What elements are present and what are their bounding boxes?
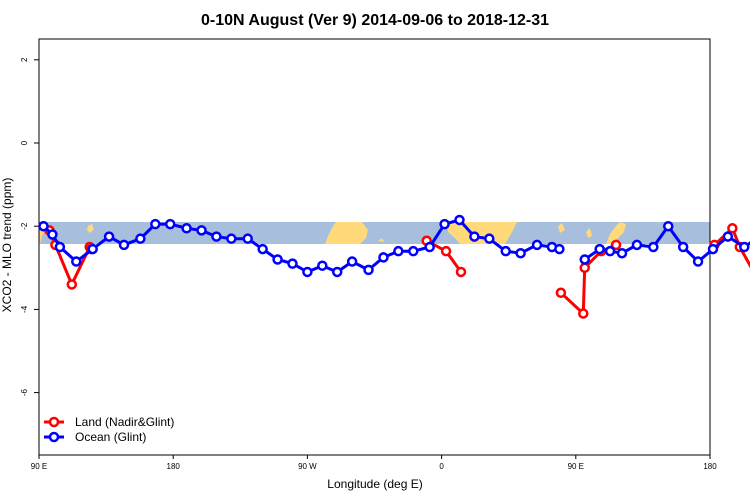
land-area xyxy=(446,222,517,244)
data-point-ocean xyxy=(150,218,161,230)
data-point-ocean xyxy=(196,225,207,236)
x-tick-label: 180 xyxy=(167,462,181,471)
y-tick-label: -6 xyxy=(20,388,29,396)
x-tick-label: 0 xyxy=(439,462,444,471)
data-point-ocean xyxy=(54,241,66,253)
legend-marker-ocean xyxy=(48,431,60,443)
data-point-ocean xyxy=(648,241,659,253)
data-point-ocean xyxy=(317,260,328,271)
data-point-ocean xyxy=(500,245,511,257)
data-point-ocean xyxy=(579,254,590,265)
data-point-land xyxy=(440,245,452,257)
chart-title: 0-10N August (Ver 9) 2014-09-06 to 2018-… xyxy=(201,12,549,29)
data-point-ocean xyxy=(424,241,435,253)
x-tick-label: 90 E xyxy=(568,462,584,471)
land-area xyxy=(558,223,565,233)
series-ocean xyxy=(38,214,750,278)
data-point-ocean xyxy=(662,220,674,232)
data-point-ocean xyxy=(469,231,480,242)
data-point-ocean xyxy=(103,231,115,242)
data-point-ocean xyxy=(242,233,254,244)
legend-marker-land xyxy=(48,416,60,428)
map-band xyxy=(39,222,710,244)
x-tick-label: 180 xyxy=(703,462,717,471)
data-point-ocean xyxy=(454,214,465,226)
data-point-ocean xyxy=(393,245,404,257)
data-point-ocean xyxy=(616,247,628,259)
land-area xyxy=(378,238,384,242)
data-point-ocean xyxy=(164,218,176,230)
y-axis-label: XCO2 - MLO trend (ppm) xyxy=(0,178,14,313)
data-point-land xyxy=(555,287,567,299)
data-point-land xyxy=(579,262,590,274)
data-point-ocean xyxy=(554,243,565,255)
land-area xyxy=(586,228,592,238)
data-point-land xyxy=(578,308,589,319)
data-point-ocean xyxy=(272,254,283,265)
land-area xyxy=(325,222,368,244)
data-point-ocean xyxy=(181,223,192,234)
data-point-ocean xyxy=(594,243,605,255)
data-point-ocean xyxy=(135,233,146,244)
data-point-ocean xyxy=(257,243,268,255)
data-point-ocean xyxy=(439,218,450,230)
legend: Land (Nadir&Glint) Ocean (Glint) xyxy=(44,415,174,444)
data-point-ocean xyxy=(378,252,389,263)
ocean-band xyxy=(39,222,710,244)
y-tick-label: 0 xyxy=(20,140,29,145)
data-point-ocean xyxy=(531,239,543,251)
data-point-ocean xyxy=(692,256,704,267)
data-point-ocean xyxy=(408,245,419,257)
x-axis-label: Longitude (deg E) xyxy=(327,477,422,491)
data-point-ocean xyxy=(677,241,689,253)
data-point-ocean xyxy=(71,256,82,267)
data-point-ocean xyxy=(118,239,130,251)
data-point-ocean xyxy=(47,229,58,240)
data-point-ocean xyxy=(604,245,616,257)
data-point-ocean xyxy=(302,266,313,278)
x-tick-label: 90 E xyxy=(31,462,47,471)
land-area xyxy=(87,224,94,233)
data-point-ocean xyxy=(87,243,98,255)
data-point-ocean xyxy=(484,233,495,244)
land-area xyxy=(606,222,626,244)
y-tick-label: -4 xyxy=(20,305,29,313)
data-point-ocean xyxy=(707,243,719,255)
data-point-ocean xyxy=(631,239,643,251)
data-point-land xyxy=(66,279,78,290)
data-point-ocean xyxy=(287,258,298,269)
data-point-ocean xyxy=(346,256,358,267)
x-axis: 90 E 180 90 W 0 90 E 180 xyxy=(31,455,717,471)
data-point-ocean xyxy=(739,241,750,253)
x-tick-label: 90 W xyxy=(298,462,317,471)
data-point-ocean xyxy=(211,231,222,242)
data-point-ocean xyxy=(331,266,343,278)
y-axis: -6 -4 -2 0 2 xyxy=(20,57,39,396)
data-point-ocean xyxy=(226,233,237,244)
data-point-ocean xyxy=(515,247,526,259)
series-layer xyxy=(38,214,750,319)
data-point-land xyxy=(455,266,467,278)
data-point-ocean xyxy=(38,220,49,232)
legend-label-ocean: Ocean (Glint) xyxy=(75,430,146,444)
legend-label-land: Land (Nadir&Glint) xyxy=(75,415,174,429)
data-point-land xyxy=(610,239,622,251)
y-tick-label: 2 xyxy=(20,57,29,62)
data-point-land xyxy=(727,223,738,234)
data-point-ocean xyxy=(363,264,374,276)
data-point-ocean xyxy=(722,231,734,242)
y-tick-label: -2 xyxy=(20,222,29,230)
